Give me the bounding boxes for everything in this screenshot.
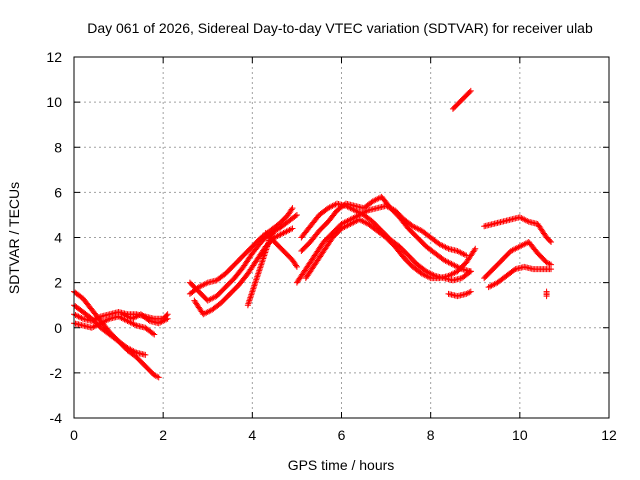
x-axis-label: GPS time / hours	[288, 457, 395, 473]
data-point	[293, 211, 300, 218]
data-point	[164, 315, 171, 322]
series-track-17	[481, 214, 555, 246]
x-tick-label: 10	[512, 427, 528, 443]
data-point	[131, 321, 138, 328]
chart-title: Day 061 of 2026, Sidereal Day-to-day VTE…	[87, 20, 593, 36]
x-tick-label: 6	[338, 427, 346, 443]
data-point	[142, 351, 149, 358]
data-point	[548, 266, 555, 273]
data-point	[203, 280, 210, 287]
data-point	[426, 274, 433, 281]
data-point	[289, 205, 296, 212]
series-track-4	[71, 313, 158, 338]
data-point	[524, 217, 531, 224]
grid	[74, 57, 609, 418]
series-track-14	[302, 216, 479, 282]
data-point	[293, 263, 300, 270]
data-point	[131, 348, 138, 355]
series-track-20	[543, 288, 550, 300]
data-point	[466, 289, 473, 296]
data-point	[472, 245, 479, 252]
data-point	[471, 247, 478, 254]
data-point	[466, 269, 473, 276]
series-track-18	[481, 239, 555, 282]
data-point	[464, 290, 471, 297]
y-tick-label: 8	[54, 139, 62, 155]
series-track-10	[262, 229, 300, 270]
data-point	[288, 206, 295, 213]
data-point	[163, 316, 170, 323]
data-point	[461, 251, 468, 258]
data-point	[467, 288, 474, 295]
x-tick-label: 12	[601, 427, 617, 443]
data-point	[271, 227, 278, 234]
data-point	[293, 262, 300, 269]
data-point	[548, 239, 555, 246]
data-series	[71, 87, 555, 381]
axes: 0 2 4 6 8 10 12 -4 -2 0 2 4 6 8 10 12	[46, 49, 617, 443]
y-tick-label: 0	[54, 320, 62, 336]
data-point	[289, 225, 296, 232]
y-tick-label: -4	[50, 410, 63, 426]
x-tick-label: 0	[70, 427, 78, 443]
data-point	[467, 87, 474, 94]
series-track-5	[120, 311, 171, 327]
data-point	[292, 212, 299, 219]
data-point	[96, 314, 103, 321]
data-point	[270, 229, 277, 236]
data-point	[287, 226, 294, 233]
series-track-1	[71, 288, 162, 381]
data-point	[145, 317, 152, 324]
series-track-19	[485, 263, 555, 291]
y-tick-label: 6	[54, 184, 62, 200]
data-point	[154, 373, 161, 380]
y-tick-label: -2	[50, 365, 63, 381]
y-tick-label: 12	[46, 49, 62, 65]
data-point	[466, 88, 473, 95]
data-point	[78, 314, 85, 321]
data-point	[105, 316, 112, 323]
data-point	[149, 330, 156, 337]
data-point	[467, 268, 474, 275]
data-point	[511, 267, 518, 274]
y-tick-label: 10	[46, 94, 62, 110]
series-track-15	[445, 288, 474, 300]
y-axis-label: SDTVAR / TECUs	[6, 182, 22, 294]
data-point	[546, 237, 553, 244]
data-point	[543, 293, 550, 300]
series-track-16	[449, 87, 474, 112]
y-tick-label: 4	[54, 230, 62, 246]
data-point	[151, 331, 158, 338]
x-tick-label: 8	[427, 427, 435, 443]
x-tick-label: 2	[159, 427, 167, 443]
data-point	[546, 260, 553, 267]
data-point	[155, 374, 162, 381]
x-tick-label: 4	[248, 427, 256, 443]
y-tick-label: 2	[54, 275, 62, 291]
series-track-8	[191, 225, 296, 318]
data-point	[444, 245, 451, 252]
